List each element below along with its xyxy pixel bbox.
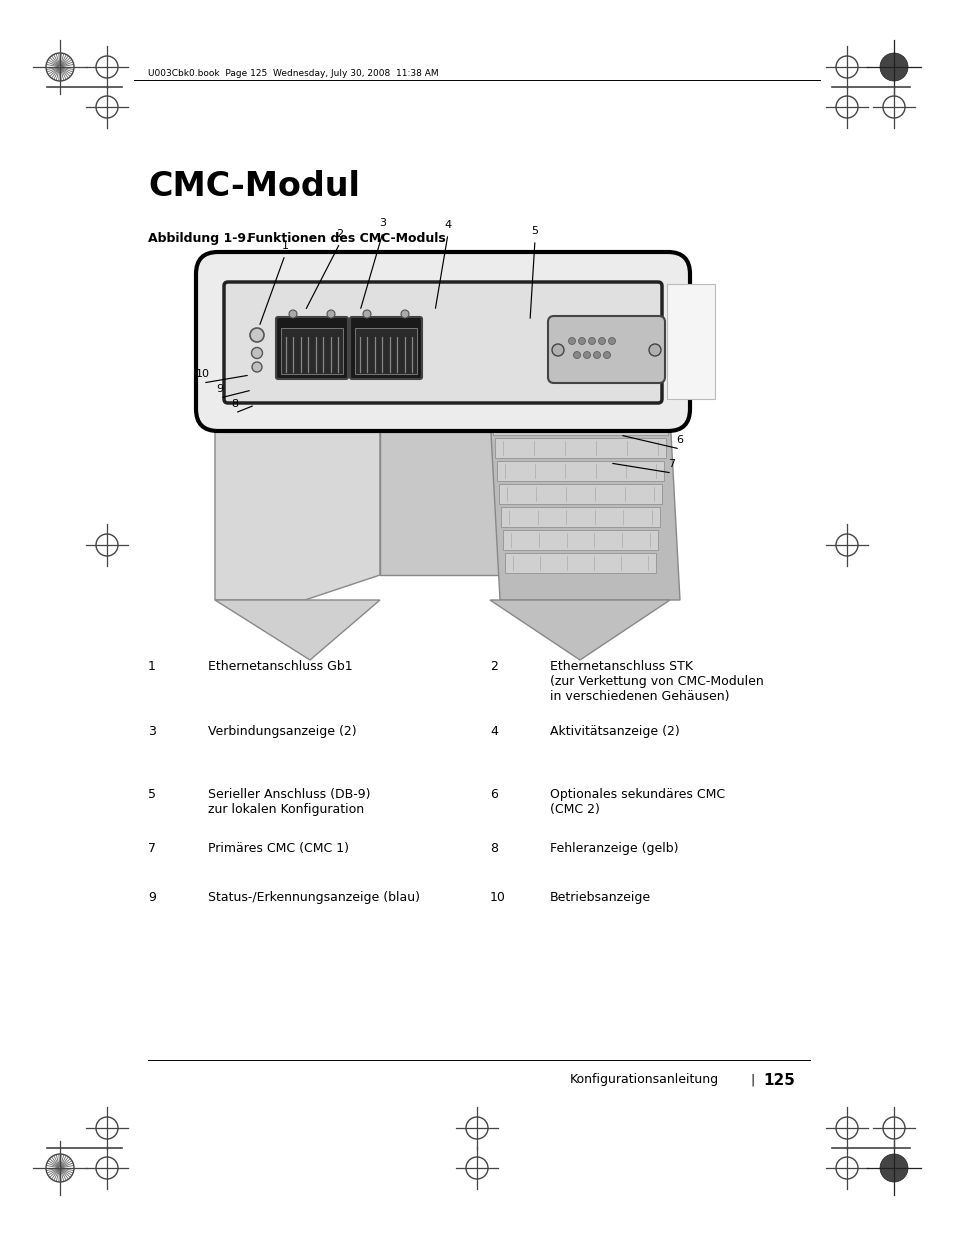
Circle shape [593, 352, 599, 358]
Text: 6: 6 [490, 788, 497, 802]
Polygon shape [214, 415, 379, 600]
Text: Fehleranzeige (gelb): Fehleranzeige (gelb) [550, 842, 678, 855]
FancyBboxPatch shape [355, 329, 416, 374]
Text: 125: 125 [762, 1073, 794, 1088]
Text: Ethernetanschluss Gb1: Ethernetanschluss Gb1 [208, 659, 353, 673]
Text: 3: 3 [379, 219, 386, 228]
Circle shape [568, 337, 575, 345]
Polygon shape [504, 553, 656, 573]
Circle shape [573, 352, 579, 358]
Text: in verschiedenen Gehäusen): in verschiedenen Gehäusen) [550, 690, 729, 703]
Polygon shape [490, 415, 679, 600]
Text: Verbindungsanzeige (2): Verbindungsanzeige (2) [208, 725, 356, 739]
Circle shape [327, 310, 335, 317]
Polygon shape [493, 415, 667, 435]
Text: (zur Verkettung von CMC-Modulen: (zur Verkettung von CMC-Modulen [550, 676, 763, 688]
Text: 10: 10 [195, 369, 210, 379]
FancyBboxPatch shape [281, 329, 343, 374]
Text: 6: 6 [676, 435, 682, 445]
Text: 4: 4 [490, 725, 497, 739]
Text: Primäres CMC (CMC 1): Primäres CMC (CMC 1) [208, 842, 349, 855]
FancyBboxPatch shape [195, 252, 689, 431]
Text: 2: 2 [490, 659, 497, 673]
Text: Serieller Anschluss (DB-9): Serieller Anschluss (DB-9) [208, 788, 370, 802]
Text: 9: 9 [216, 384, 223, 394]
FancyBboxPatch shape [547, 316, 664, 383]
Text: 2: 2 [336, 228, 343, 240]
Circle shape [583, 352, 590, 358]
Polygon shape [500, 508, 659, 527]
Circle shape [588, 337, 595, 345]
Text: U003Cbk0.book  Page 125  Wednesday, July 30, 2008  11:38 AM: U003Cbk0.book Page 125 Wednesday, July 3… [148, 69, 438, 78]
Text: 3: 3 [148, 725, 155, 739]
Text: 9: 9 [148, 890, 155, 904]
Circle shape [363, 310, 371, 317]
Circle shape [250, 329, 264, 342]
Text: 4: 4 [444, 220, 451, 230]
Polygon shape [497, 461, 663, 480]
Polygon shape [502, 530, 658, 550]
Circle shape [598, 337, 605, 345]
Polygon shape [490, 600, 669, 659]
Circle shape [252, 362, 262, 372]
Polygon shape [498, 484, 661, 504]
Circle shape [603, 352, 610, 358]
Text: 7: 7 [148, 842, 156, 855]
Text: zur lokalen Konfiguration: zur lokalen Konfiguration [208, 803, 364, 816]
Text: Funktionen des CMC-Moduls: Funktionen des CMC-Moduls [230, 232, 445, 245]
Text: CMC-Modul: CMC-Modul [148, 170, 359, 203]
Circle shape [879, 53, 907, 82]
Text: 1: 1 [148, 659, 155, 673]
Text: 1: 1 [281, 241, 288, 251]
Text: 5: 5 [148, 788, 156, 802]
Text: Abbildung 1-9.: Abbildung 1-9. [148, 232, 251, 245]
Polygon shape [379, 415, 579, 576]
Text: Konfigurationsanleitung: Konfigurationsanleitung [569, 1073, 719, 1086]
Circle shape [289, 310, 296, 317]
Text: Status-/Erkennungsanzeige (blau): Status-/Erkennungsanzeige (blau) [208, 890, 419, 904]
Text: Ethernetanschluss STK: Ethernetanschluss STK [550, 659, 692, 673]
Text: (CMC 2): (CMC 2) [550, 803, 599, 816]
FancyBboxPatch shape [666, 284, 714, 399]
Circle shape [578, 337, 585, 345]
Text: 10: 10 [490, 890, 505, 904]
Text: Betriebsanzeige: Betriebsanzeige [550, 890, 651, 904]
Text: Aktivitätsanzeige (2): Aktivitätsanzeige (2) [550, 725, 679, 739]
Text: |: | [749, 1073, 754, 1086]
Text: 7: 7 [668, 459, 675, 469]
Circle shape [552, 345, 563, 356]
Text: 8: 8 [232, 399, 238, 409]
Polygon shape [495, 438, 665, 458]
Circle shape [608, 337, 615, 345]
Circle shape [400, 310, 409, 317]
Circle shape [648, 345, 660, 356]
Text: Optionales sekundäres CMC: Optionales sekundäres CMC [550, 788, 724, 802]
Circle shape [252, 347, 262, 358]
Circle shape [879, 1153, 907, 1182]
Polygon shape [214, 600, 379, 659]
Text: 5: 5 [531, 226, 537, 236]
FancyBboxPatch shape [350, 317, 421, 379]
FancyBboxPatch shape [275, 317, 348, 379]
FancyBboxPatch shape [224, 282, 661, 403]
Text: 8: 8 [490, 842, 497, 855]
